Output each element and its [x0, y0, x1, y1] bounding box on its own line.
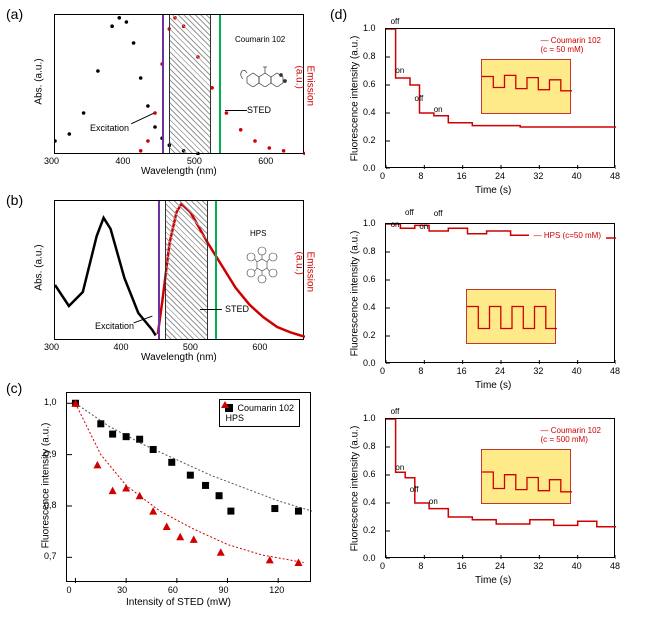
- panel-d-legend-0: — Coumarin 102 (c = 50 mM): [536, 33, 606, 57]
- panel-a-compound: Coumarin 102: [235, 35, 285, 44]
- panel-d-inset-2: [481, 449, 571, 504]
- step-label: on: [419, 222, 428, 231]
- step-label: off: [415, 94, 424, 103]
- panel-a: (a) Excitation STED Coumarin 102 Abs. (a…: [6, 6, 326, 181]
- panel-d-ylabel-0: Fluorescence intensity (a.u.): [350, 24, 361, 174]
- panel-c-xlabel: Intensity of STED (mW): [126, 597, 231, 608]
- panel-d-xlabel-1: Time (s): [475, 380, 511, 391]
- step-label: off: [410, 485, 419, 494]
- panel-b-sted-text: STED: [225, 304, 249, 314]
- panel-d-inset-0: [481, 59, 571, 114]
- panel-a-ylabel-right: Emission (a.u.): [294, 66, 316, 109]
- panel-d-sub-1: — HPS (c=50 mM) onoffonoff 0816243240480…: [330, 211, 645, 406]
- step-label: on: [429, 497, 438, 506]
- panel-c-label: (c): [6, 380, 22, 396]
- step-label: on: [395, 66, 404, 75]
- step-label: off: [391, 407, 400, 416]
- panel-d-sub-0: — Coumarin 102 (c = 50 mM) offonoffon 08…: [330, 16, 645, 211]
- panel-b-excitation-text: Excitation: [95, 321, 134, 331]
- step-label: off: [405, 208, 414, 217]
- panel-d-xlabel-0: Time (s): [475, 185, 511, 196]
- panel-b-label: (b): [6, 192, 23, 208]
- panel-a-excitation-text: Excitation: [90, 123, 129, 133]
- panel-d-sub-2: — Coumarin 102 (c = 500 mM) offonoffon 0…: [330, 406, 645, 601]
- panel-b-hatch: [165, 201, 208, 339]
- panel-a-hatch: [169, 15, 210, 153]
- panel-a-label: (a): [6, 6, 23, 22]
- step-label: off: [391, 17, 400, 26]
- panel-d-chart-2: — Coumarin 102 (c = 500 mM) offonoffon: [385, 418, 615, 558]
- panel-c-legend: Coumarin 102 HPS: [219, 399, 300, 427]
- panel-b-xlabel: Wavelength (nm): [141, 352, 217, 363]
- panel-a-sted-text: STED: [247, 105, 271, 115]
- panel-a-sted-line: [219, 15, 221, 153]
- panel-d-legend-1: — HPS (c=50 mM): [529, 228, 606, 243]
- panel-a-chart: Excitation STED Coumarin 102: [54, 14, 304, 154]
- panel-d-legend-2: — Coumarin 102 (c = 500 mM): [536, 423, 606, 447]
- panel-b-sted-line: [215, 201, 217, 339]
- panel-b-chart: Excitation STED HPS: [54, 200, 304, 340]
- panel-d-chart-1: — HPS (c=50 mM) onoffonoff: [385, 223, 615, 363]
- panel-d: (d) — Coumarin 102 (c = 50 mM) offonoffo…: [330, 6, 645, 624]
- panel-b-ylabel-right: Emission (a.u.): [294, 252, 316, 295]
- panel-a-xlabel: Wavelength (nm): [141, 166, 217, 177]
- step-label: on: [391, 220, 400, 229]
- step-label: on: [395, 463, 404, 472]
- panel-b: (b) Excitation STED HPS Abs. (a.u.) Emis…: [6, 192, 326, 367]
- step-label: on: [434, 105, 443, 114]
- panel-a-ylabel-left: Abs. (a.u.): [34, 58, 45, 104]
- panel-c-ylabel: Fluorescence intensity (a.u.): [41, 411, 52, 561]
- step-label: off: [434, 209, 443, 218]
- panel-d-inset-1: [466, 289, 556, 344]
- panel-b-compound: HPS: [250, 229, 266, 238]
- panel-d-chart-0: — Coumarin 102 (c = 50 mM) offonoffon: [385, 28, 615, 168]
- coumarin-structure-icon: [237, 47, 292, 87]
- panel-d-ylabel-2: Fluorescence intensity (a.u.): [350, 414, 361, 564]
- panel-d-ylabel-1: Fluorescence intensity (a.u.): [350, 219, 361, 369]
- legend-coumarin: Coumarin 102: [237, 403, 294, 413]
- hps-structure-icon: [235, 241, 290, 286]
- panel-c: (c) Coumarin 102 HPS Fluorescence intens…: [6, 380, 326, 620]
- panel-b-sted-arrow: [200, 309, 222, 310]
- panel-d-xlabel-2: Time (s): [475, 575, 511, 586]
- panel-c-chart: Coumarin 102 HPS: [66, 392, 311, 582]
- legend-hps: HPS: [225, 413, 244, 423]
- panel-a-sted-arrow: [225, 110, 247, 111]
- panel-b-excitation-line: [158, 201, 160, 339]
- panel-b-ylabel-left: Abs. (a.u.): [34, 244, 45, 290]
- panel-a-excitation-line: [162, 15, 164, 153]
